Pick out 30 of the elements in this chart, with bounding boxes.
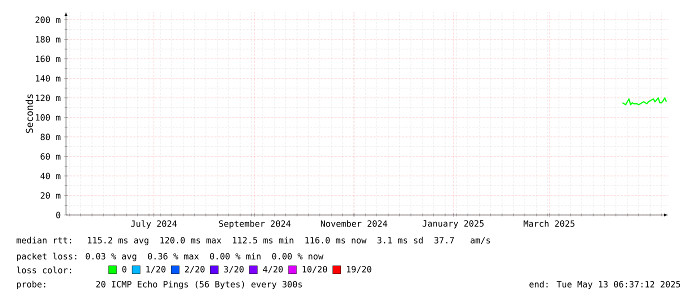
x-tick-label: January 2025 bbox=[422, 220, 484, 228]
y-axis-title: Seconds bbox=[26, 94, 33, 133]
y-tick-label: 20 m bbox=[40, 192, 60, 199]
text: median rtt: 115.2 ms avg 120.0 ms max 112.5 ms min 116.0 ms now 3.1 ms sd 37.7 am/s bbox=[16, 236, 490, 246]
legend-label: 0 bbox=[122, 266, 126, 272]
y-tick-label: 120 m bbox=[36, 94, 60, 102]
legend-label: 1/20 bbox=[146, 266, 166, 274]
legend-label: 4/20 bbox=[263, 266, 283, 274]
y-tick-label: 200 m bbox=[36, 16, 60, 24]
y-tick-label: 40 m bbox=[40, 172, 60, 180]
line-series bbox=[622, 97, 667, 106]
x-tick-label: November 2024 bbox=[320, 220, 388, 227]
y-tick-label: 80 m bbox=[40, 134, 60, 140]
text: packet loss: 0.03 % avg 0.36 % max 0.00 % min 0.00 % now bbox=[17, 252, 324, 262]
legend-title: loss color: bbox=[16, 266, 72, 274]
y-tick-label: 60 m bbox=[40, 153, 60, 160]
text: end: Tue May 13 06:37:12 2025 bbox=[529, 280, 680, 290]
x-tick-label: September 2024 bbox=[219, 220, 291, 229]
y-tick-label: 100 m bbox=[36, 114, 60, 121]
legend-label: 3/20 bbox=[224, 266, 244, 274]
legend-label: 2/20 bbox=[185, 266, 205, 274]
legend-label: 10/20 bbox=[302, 266, 327, 274]
legend-label: 19/20 bbox=[346, 266, 372, 274]
y-tick-label: 0 bbox=[56, 212, 60, 218]
y-tick-label: 160 m bbox=[36, 56, 60, 62]
x-tick-label: July 2024 bbox=[131, 220, 177, 229]
x-tick-label: March 2025 bbox=[524, 220, 574, 227]
text: probe: 20 ICMP Echo Pings (56 Bytes) every 300s bbox=[17, 280, 302, 290]
y-tick-label: 140 m bbox=[36, 75, 60, 82]
y-tick-label: 180 m bbox=[36, 36, 60, 43]
